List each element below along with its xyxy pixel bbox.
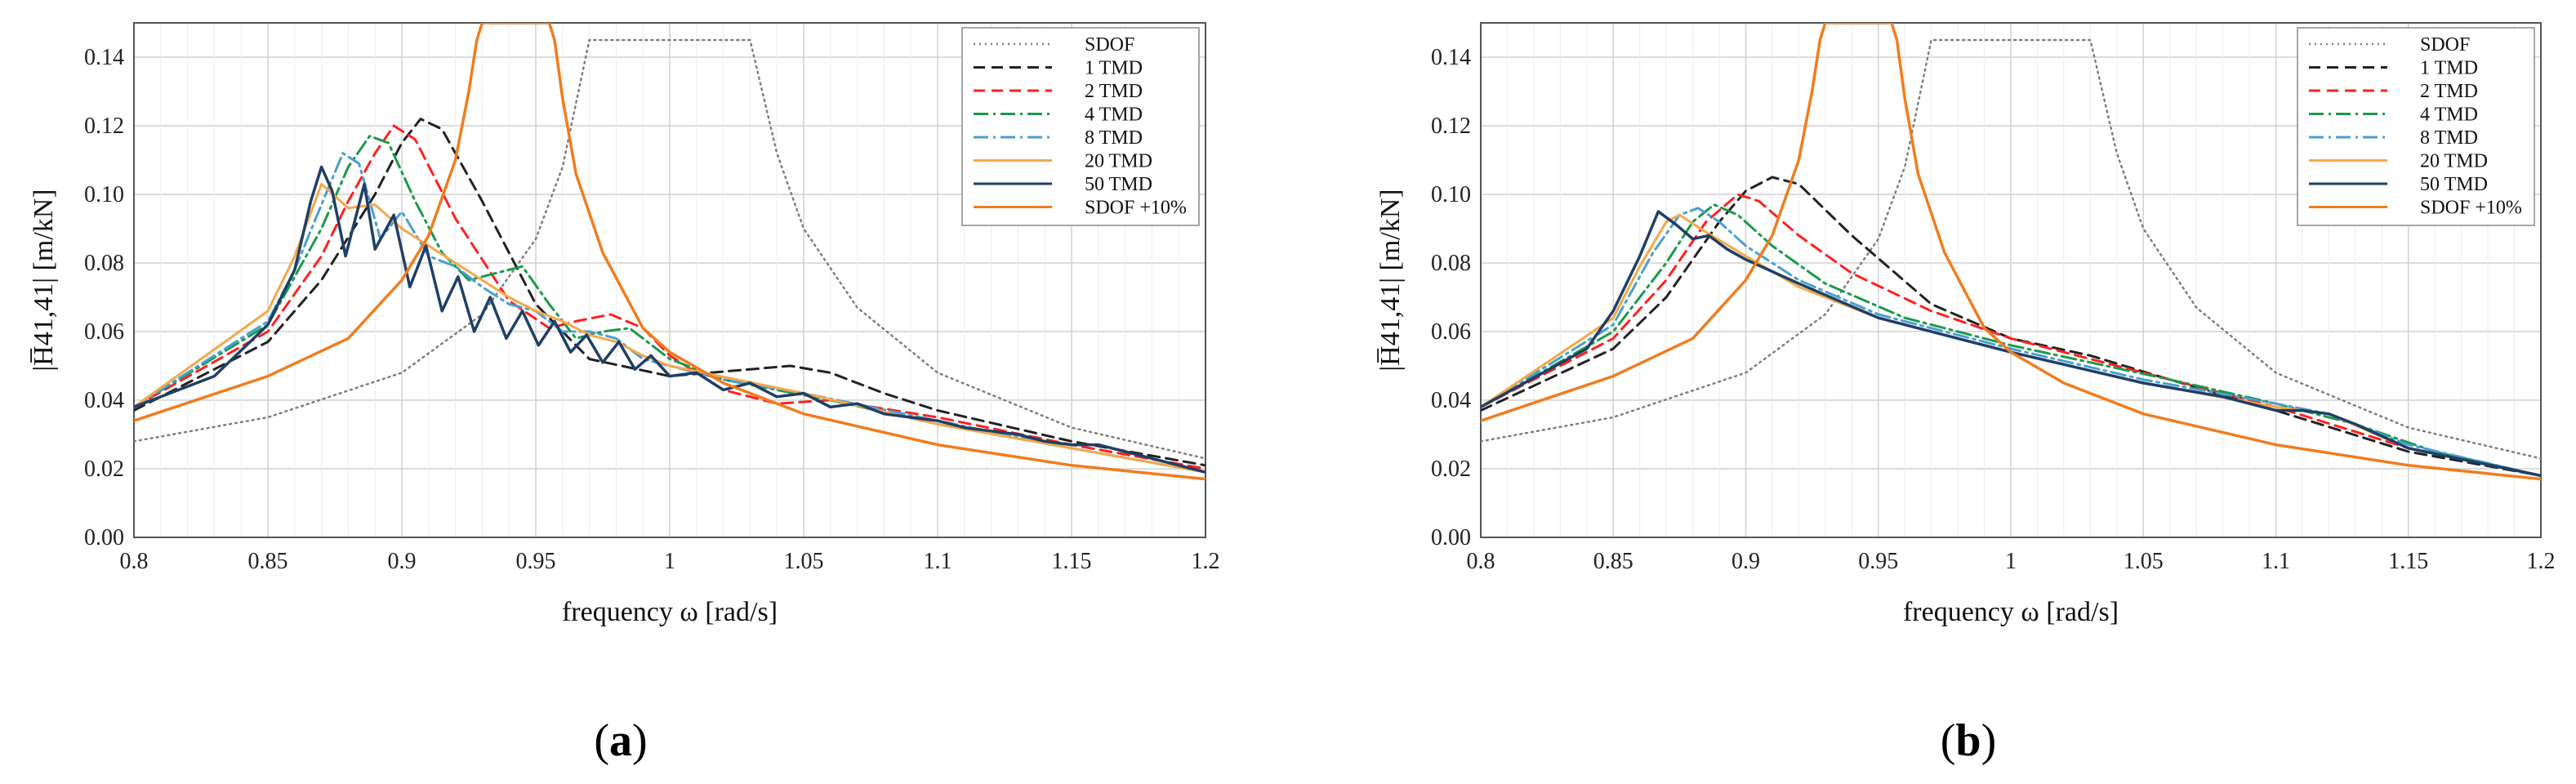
- x-tick-label: 0.95: [1858, 549, 1898, 574]
- panel-label: (b): [1941, 715, 1996, 766]
- legend-entry: 1 TMD: [1085, 58, 1143, 79]
- legend-entry: 20 TMD: [2420, 151, 2488, 172]
- series-line-sdof: [1481, 38, 2541, 460]
- legend-box: [2297, 27, 2535, 226]
- x-tick-label: 1.15: [2388, 549, 2428, 574]
- panel-label: (a): [594, 715, 647, 766]
- plot-frame: [133, 22, 1206, 538]
- plot-frame: [1480, 22, 2542, 538]
- series-line-1-tmd: [1481, 176, 2541, 477]
- legend-entry: SDOF: [2420, 34, 2470, 56]
- y-axis-label: |H̅41,41| [m/kN]: [29, 189, 59, 371]
- x-tick-label: 1.2: [1192, 549, 1220, 574]
- x-axis-label: frequency ω [rad/s]: [1903, 597, 2119, 627]
- legend-entry: 50 TMD: [2420, 174, 2488, 195]
- series-line-sdof-10: [134, 23, 1206, 481]
- legend-entry: 50 TMD: [1085, 174, 1152, 195]
- y-tick-label: 0.06: [1431, 319, 1471, 345]
- series-line-2-tmd: [1481, 193, 2541, 477]
- y-tick-label: 0.04: [84, 388, 124, 413]
- y-tick-label: 0.00: [1431, 525, 1471, 550]
- legend-entry: SDOF: [1085, 34, 1134, 56]
- series-line-4-tmd: [1481, 203, 2541, 477]
- series-line-20-tmd: [134, 182, 1206, 474]
- x-tick-label: 1.05: [2124, 549, 2164, 574]
- series-line-sdof: [134, 38, 1206, 460]
- y-tick-label: 0.10: [1431, 182, 1471, 207]
- chart-panel-a: 0.00 0.02 0.04 0.06 0.08 0.10 0.12 0.14 0.8 0.85 0…: [29, 22, 1220, 766]
- x-tick-label: 0.9: [388, 549, 417, 574]
- x-tick-label: 1.2: [2527, 549, 2556, 574]
- x-tick-label: 0.85: [248, 549, 288, 574]
- x-tick-label: 1: [2005, 549, 2017, 574]
- legend-entry: 20 TMD: [1085, 151, 1152, 172]
- legend-entry: 8 TMD: [1085, 127, 1143, 149]
- series-line-50-tmd: [134, 165, 1206, 474]
- x-tick-label: 0.8: [120, 549, 149, 574]
- y-tick-label: 0.08: [84, 251, 124, 276]
- x-tick-label: 1.05: [784, 549, 824, 574]
- legend-entry: 4 TMD: [2420, 105, 2478, 126]
- series-line-4-tmd: [134, 135, 1206, 474]
- series-line-sdof-10: [1481, 23, 2541, 481]
- y-tick-label: 0.14: [84, 45, 124, 70]
- legend-entry: 4 TMD: [1085, 105, 1143, 126]
- x-tick-label: 1: [664, 549, 675, 574]
- y-tick-label: 0.14: [1431, 45, 1471, 70]
- legend-entry: SDOF +10%: [1085, 198, 1187, 219]
- x-tick-label: 0.8: [1467, 549, 1495, 574]
- legend-entry: 2 TMD: [1085, 81, 1143, 102]
- x-tick-label: 0.9: [1731, 549, 1760, 574]
- legend-entry: 8 TMD: [2420, 127, 2478, 149]
- x-tick-label: 1.1: [924, 549, 952, 574]
- legend-entry: 1 TMD: [2420, 58, 2478, 79]
- chart-panel-b: 0.00 0.02 0.04 0.06 0.08 0.10 0.12 0.14 0.8 0.85 0…: [1375, 22, 2556, 766]
- x-axis-label: frequency ω [rad/s]: [562, 597, 778, 627]
- series-line-2-tmd: [134, 124, 1206, 470]
- x-tick-label: 1.1: [2262, 549, 2290, 574]
- y-axis-label: |H̅41,41| [m/kN]: [1375, 189, 1406, 371]
- series-line-50-tmd: [1481, 210, 2541, 478]
- y-tick-label: 0.00: [84, 525, 124, 550]
- x-tick-label: 0.95: [516, 549, 556, 574]
- x-tick-label: 1.15: [1052, 549, 1092, 574]
- legend-entry: 2 TMD: [2420, 81, 2478, 102]
- y-tick-label: 0.12: [1431, 114, 1471, 139]
- x-tick-label: 0.85: [1593, 549, 1633, 574]
- y-tick-label: 0.04: [1431, 388, 1471, 413]
- legend-entry: SDOF +10%: [2420, 198, 2522, 219]
- y-tick-label: 0.02: [84, 457, 124, 482]
- y-tick-label: 0.08: [1431, 251, 1471, 276]
- legend-box: [961, 27, 1200, 226]
- y-tick-label: 0.02: [1431, 457, 1471, 482]
- y-tick-label: 0.12: [84, 114, 124, 139]
- y-tick-label: 0.06: [84, 319, 124, 345]
- y-tick-label: 0.10: [84, 182, 124, 207]
